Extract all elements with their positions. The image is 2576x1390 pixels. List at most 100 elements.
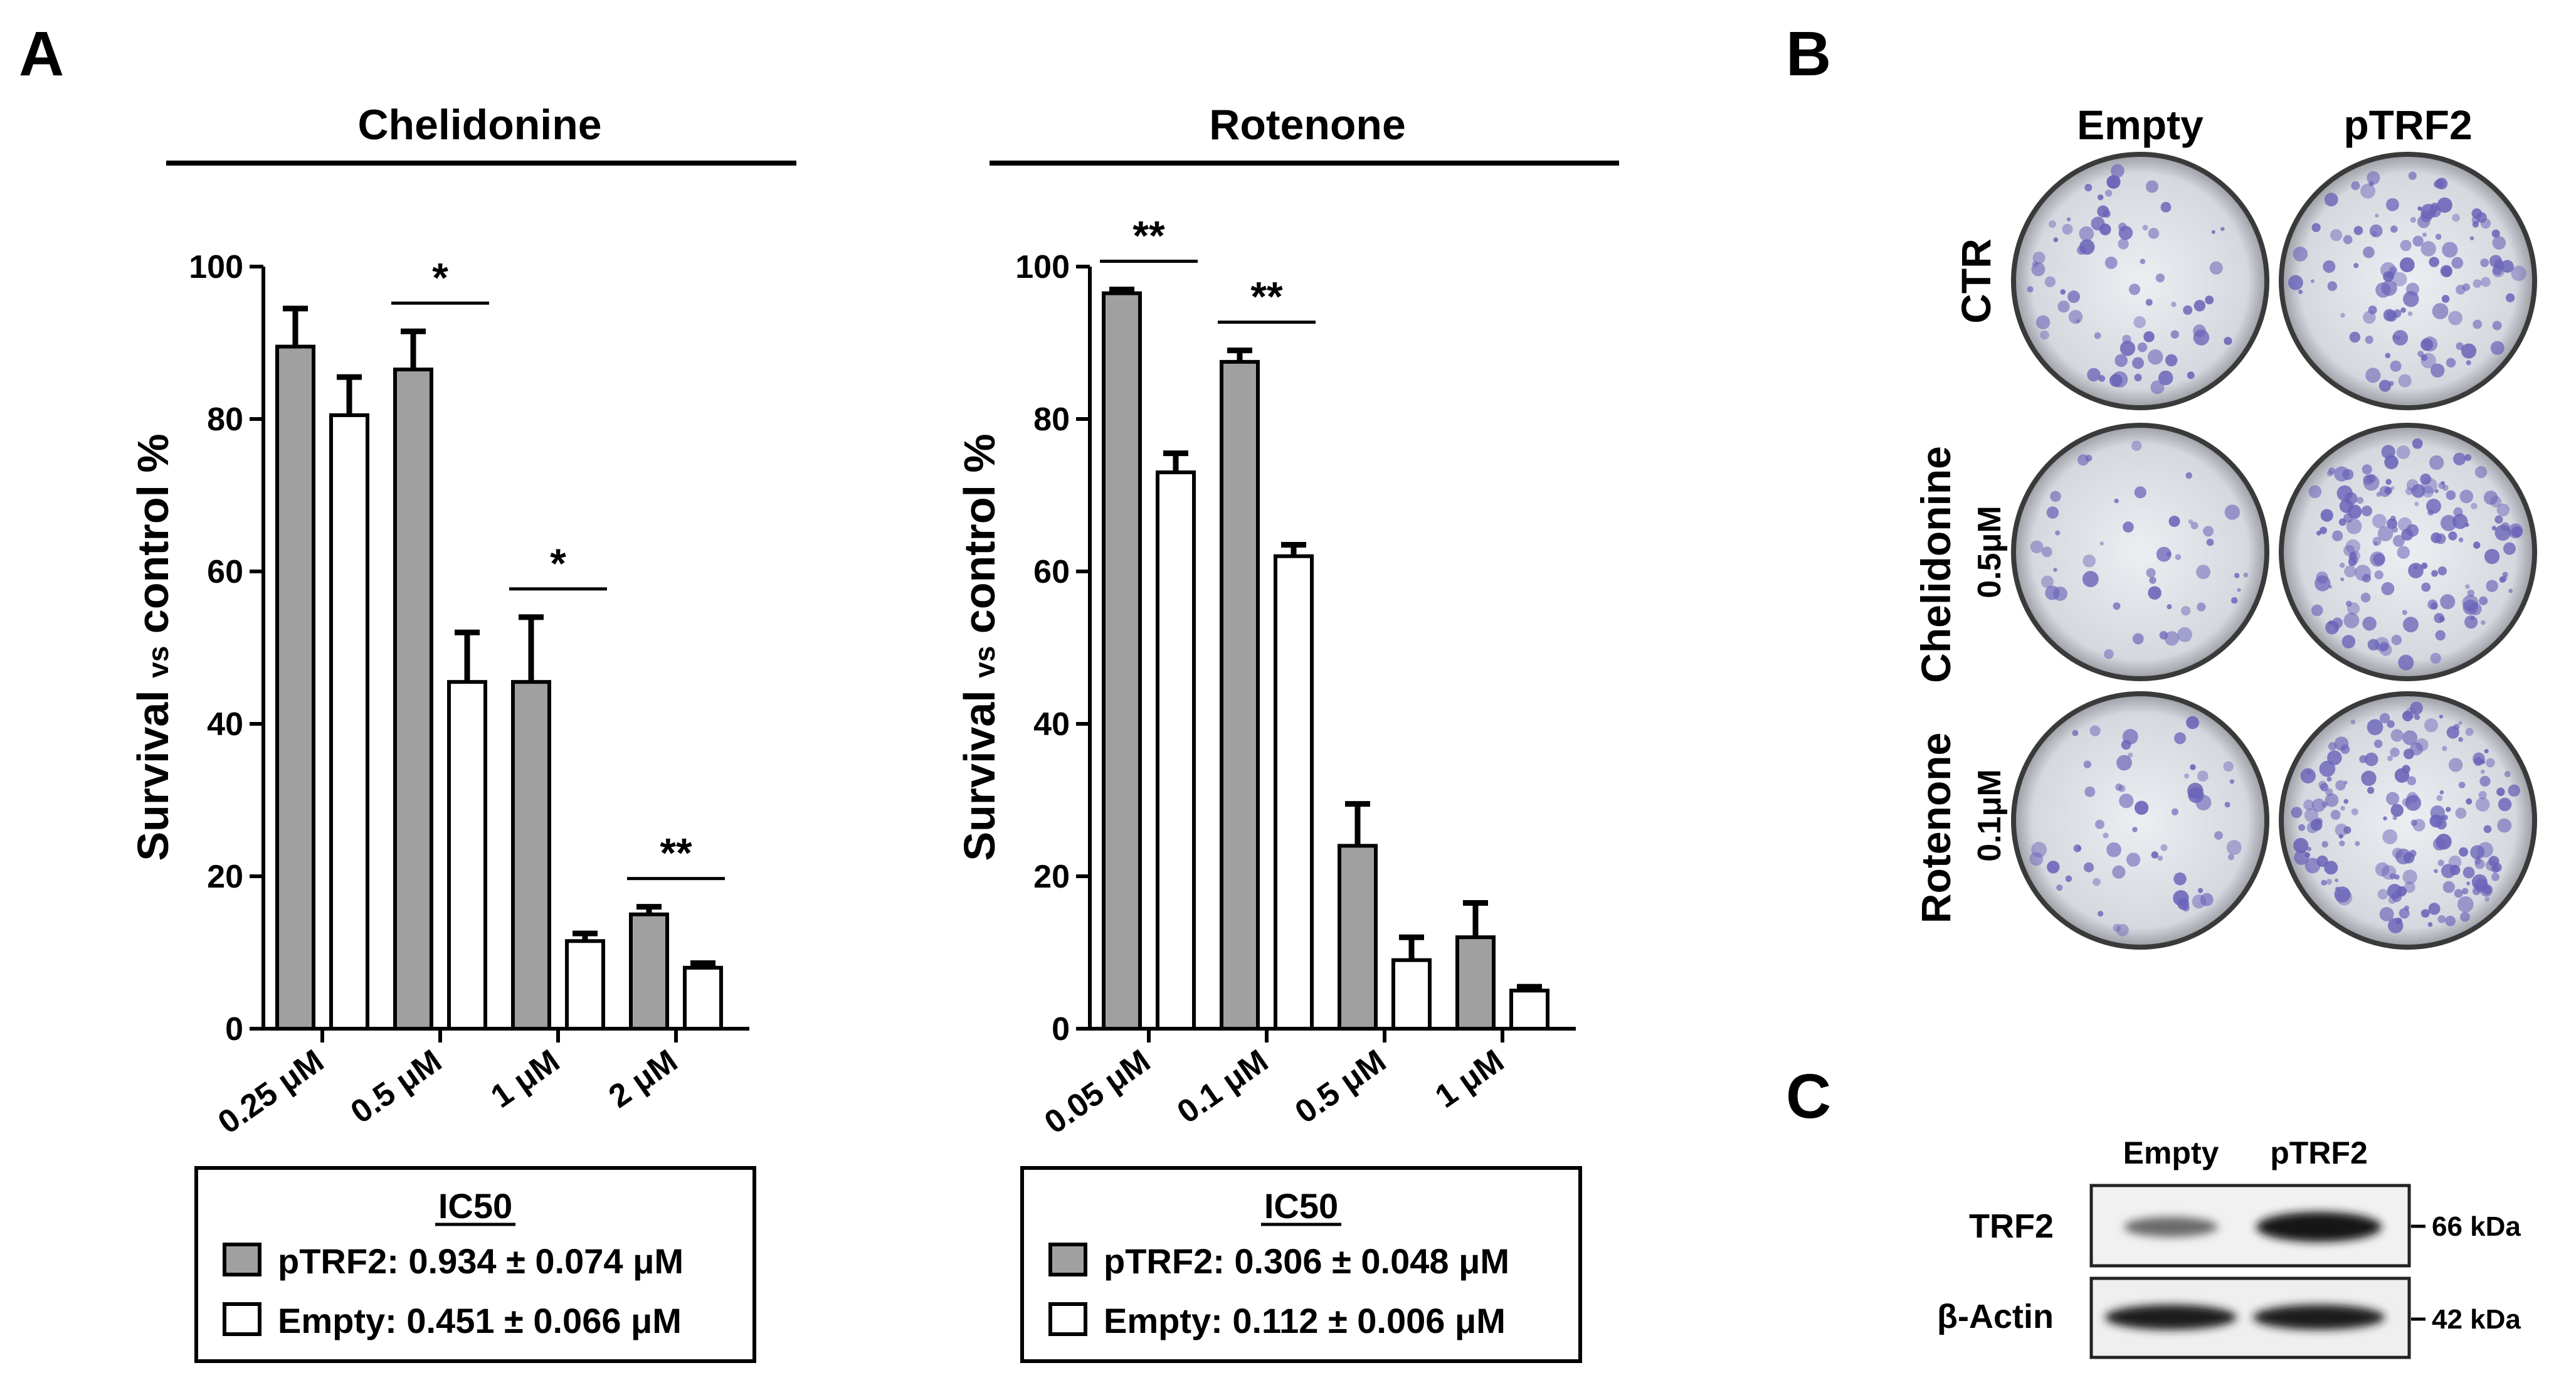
culture-dish: [2279, 423, 2537, 681]
colony: [2027, 286, 2034, 293]
colony: [2106, 175, 2121, 189]
bar: [393, 368, 433, 1031]
colony: [2497, 818, 2512, 833]
row-dose-rotenone: 0.1μM: [1972, 769, 2008, 861]
ic50-value: pTRF2: 0.934 ± 0.074 μM: [278, 1241, 684, 1281]
x-tick-label: 0.1 μM: [1171, 1042, 1275, 1130]
colony: [2492, 321, 2502, 331]
colony: [2372, 536, 2382, 546]
colony: [2414, 714, 2420, 721]
colony: [2168, 516, 2180, 528]
colony: [2461, 888, 2469, 894]
colony: [2434, 613, 2444, 623]
colony: [2503, 542, 2516, 555]
colony: [2123, 521, 2134, 533]
colony: [2315, 575, 2331, 592]
colony: [2372, 514, 2387, 529]
colony: [2436, 834, 2452, 850]
colony: [2053, 586, 2067, 601]
colony: [2431, 532, 2442, 544]
bar: [1156, 470, 1196, 1031]
colony: [2328, 742, 2337, 751]
colony: [2405, 487, 2414, 496]
colony: [2065, 875, 2072, 883]
colony: [2381, 445, 2395, 459]
colony: [2474, 859, 2485, 869]
colony: [2483, 825, 2492, 834]
colony: [2118, 238, 2129, 250]
colony: [2437, 197, 2452, 213]
colony: [2407, 776, 2417, 785]
x-tick-label: 1 μM: [1429, 1042, 1511, 1115]
colony: [2040, 330, 2050, 340]
marker-label-66: 66 kDa: [2432, 1211, 2521, 1242]
ic50-value: Empty: 0.112 ± 0.006 μM: [1104, 1301, 1506, 1340]
colony: [2134, 373, 2142, 382]
colony: [2197, 602, 2206, 612]
band-actin-ptrf2: [2253, 1305, 2385, 1330]
colony: [2160, 201, 2172, 213]
colony: [2435, 233, 2442, 240]
y-tick-label: 100: [1015, 249, 1070, 285]
colony: [2404, 905, 2410, 911]
colony: [2486, 758, 2495, 768]
colony: [2196, 565, 2210, 580]
colony: [2448, 531, 2457, 541]
colony: [2330, 229, 2343, 241]
colony: [2461, 343, 2477, 359]
colony: [2116, 755, 2132, 771]
colony: [2109, 374, 2123, 387]
colony: [2440, 265, 2452, 277]
colony: [2392, 534, 2405, 547]
colony: [2306, 846, 2312, 852]
colony: [2451, 257, 2464, 269]
colony: [2464, 454, 2472, 461]
dish-outline: [2011, 423, 2269, 681]
colony: [2134, 486, 2146, 499]
colony: [2119, 341, 2136, 356]
colony: [2353, 263, 2359, 268]
colony: [2113, 923, 2121, 932]
x-tick-label: 0.5 μM: [1289, 1042, 1393, 1130]
colony: [2114, 354, 2128, 368]
colony: [2437, 566, 2447, 576]
colony: [2229, 779, 2235, 784]
colony: [2365, 336, 2373, 344]
colony: [2324, 193, 2338, 207]
colony: [2473, 319, 2483, 329]
colony: [2374, 570, 2383, 580]
colony: [2402, 610, 2407, 615]
colony: [2132, 827, 2138, 832]
colony: [2361, 506, 2373, 517]
colony: [2508, 523, 2523, 539]
colony: [2465, 728, 2474, 736]
colony: [2400, 307, 2407, 313]
legend-swatch: [223, 1243, 261, 1276]
lane-label-empty: Empty: [2123, 1135, 2219, 1170]
colony: [2173, 890, 2189, 906]
colony: [2471, 502, 2478, 509]
legend-swatch: [223, 1302, 261, 1336]
colony: [2211, 230, 2215, 235]
colony: [2132, 357, 2145, 369]
colony: [2436, 795, 2443, 802]
colony: [2440, 594, 2456, 610]
colony: [2118, 785, 2126, 792]
colony: [2326, 777, 2332, 782]
colony: [2481, 620, 2486, 625]
colony: [2490, 341, 2505, 355]
colony: [2220, 226, 2225, 231]
colony: [2448, 310, 2463, 326]
colony: [2407, 311, 2413, 316]
colony: [2158, 370, 2173, 386]
colony: [2055, 530, 2061, 536]
colony: [2082, 554, 2096, 568]
colony: [2203, 526, 2214, 537]
colony: [2183, 305, 2193, 315]
colony: [2398, 654, 2414, 671]
colony: [2300, 768, 2316, 783]
colony: [2032, 260, 2039, 267]
colony: [2379, 907, 2394, 921]
colony: [2343, 798, 2349, 804]
colony: [2406, 479, 2419, 491]
